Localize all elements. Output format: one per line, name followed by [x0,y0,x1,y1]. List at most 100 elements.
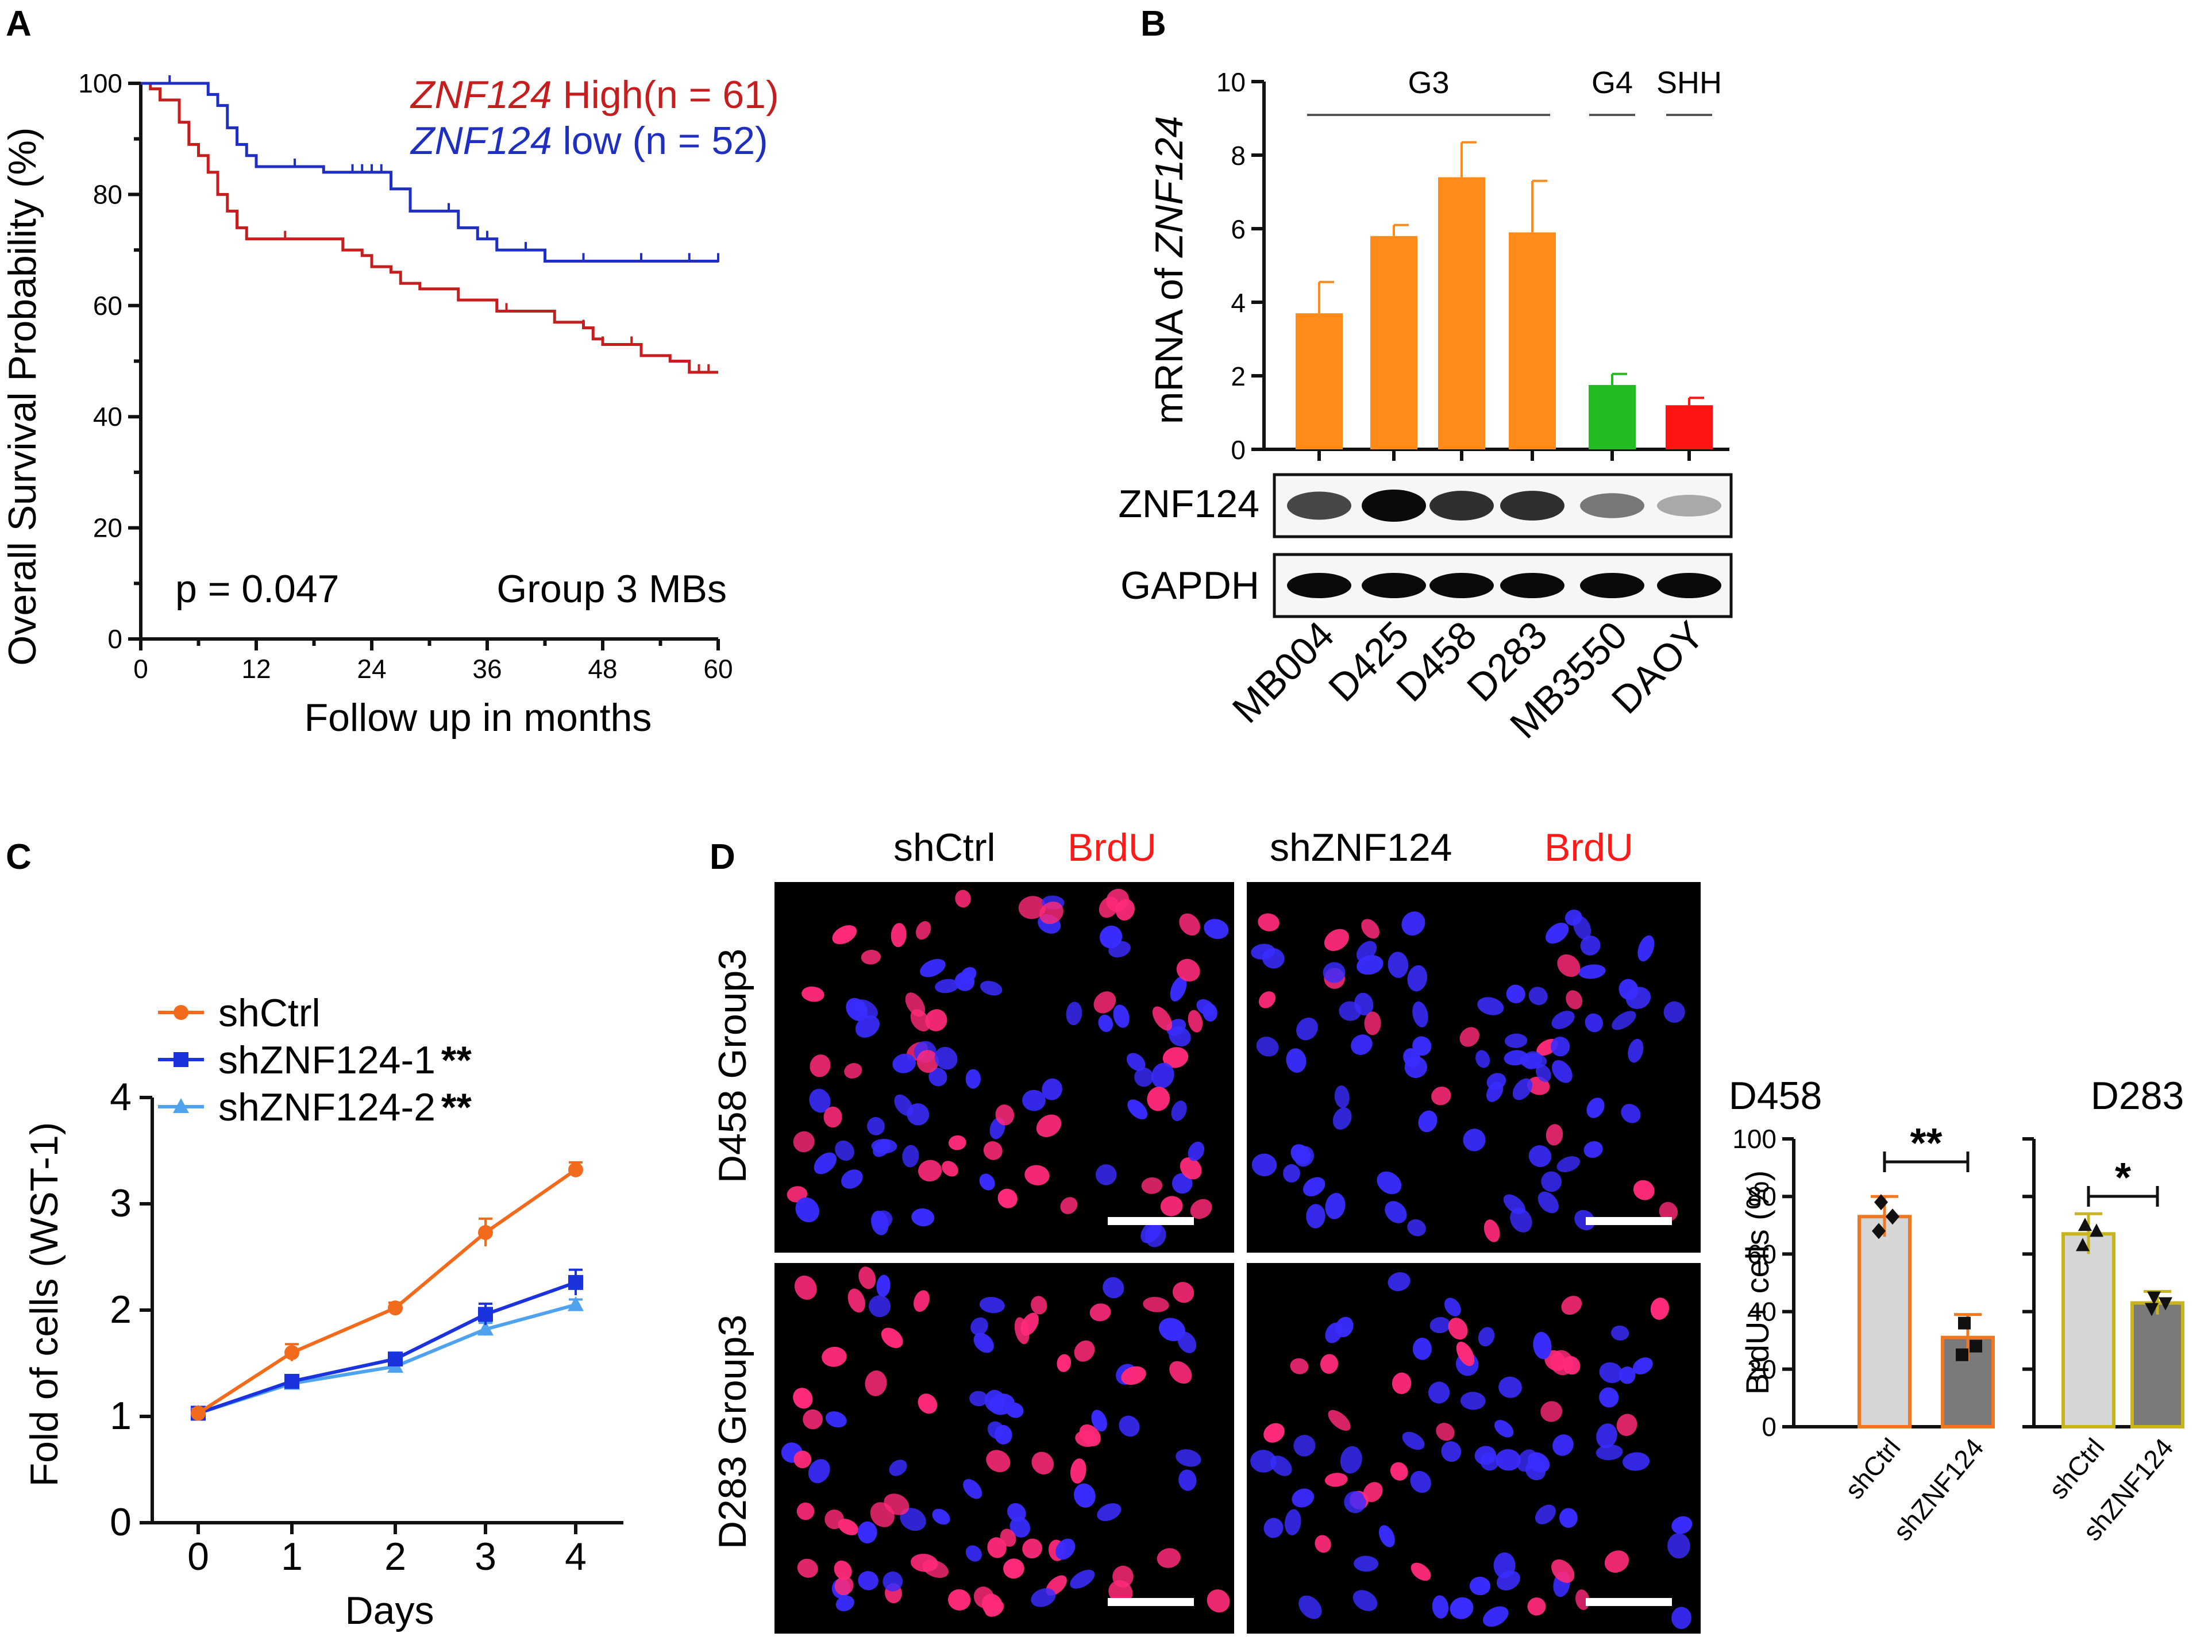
a-xtick-label-24: 24 [357,654,386,684]
c-ytick-label-0: 0 [110,1500,132,1544]
nucleus-3-4 [1483,1606,1509,1627]
a-xtick-label-0: 0 [133,654,148,684]
nucleus-0-15 [948,1135,966,1150]
growth-line-shCtrl [197,1168,577,1415]
nucleus-3-77 [1436,1423,1455,1441]
blot-band-1-2 [1429,573,1494,598]
a-ytick-label-100: 100 [78,68,122,98]
nucleus-3-72 [1552,1434,1574,1456]
a-ytick-label-60: 60 [93,291,122,321]
nucleus-0-18 [844,1063,862,1079]
nucleus-2-42 [808,1459,830,1484]
blot-band-1-4 [1580,573,1644,598]
nucleus-0-73 [1126,1053,1146,1071]
nucleus-0-61 [942,1161,958,1177]
b-ytick-label-6: 6 [1231,214,1246,244]
nucleus-2-50 [1031,1588,1056,1607]
nucleus-0-6 [1036,1114,1062,1137]
nucleus-2-37 [835,1595,854,1612]
nucleus-0-0 [1060,1197,1078,1214]
nucleus-3-55 [1650,1297,1669,1320]
c-xtick-label-4: 4 [565,1535,587,1578]
nucleus-1-16 [1618,979,1639,1000]
nucleus-1-77 [1505,1033,1528,1048]
nucleus-1-60 [1323,962,1346,983]
nucleus-1-6 [1325,1193,1346,1219]
nucleus-2-28 [1022,1538,1042,1559]
b-ytick-label-2: 2 [1231,361,1246,391]
nucleus-1-76 [1486,1081,1504,1102]
nucleus-2-24 [1031,1296,1047,1315]
a-xtick-label-12: 12 [241,654,271,684]
col-stain-brdu-1: BrdU [1068,826,1157,869]
nucleus-0-25 [861,950,881,965]
nucleus-0-79 [1140,1220,1162,1243]
micrograph-d283-shznf124 [1247,1263,1701,1634]
nucleus-3-34 [1667,1533,1690,1559]
bar-D283 [1509,232,1556,449]
nucleus-2-78 [1121,1366,1146,1385]
nucleus-0-87 [1188,1010,1203,1033]
nucleus-0-58 [1176,958,1200,982]
d-pt-D283-shZNF124-1 [2159,1297,2172,1311]
nucleus-2-43 [969,1391,988,1407]
nucleus-0-46 [902,1145,919,1168]
panel-a-ylabel: Overall Survival Probability (%) [1,127,44,665]
bar-title-d283: D283 [2091,1074,2184,1118]
nucleus-0-82 [1113,1004,1130,1028]
nucleus-3-64 [1469,1576,1491,1596]
nucleus-2-82 [948,1589,971,1611]
blot-band-0-5 [1657,495,1721,517]
nucleus-3-48 [1562,1356,1581,1375]
nucleus-0-9 [793,1131,815,1153]
d-bar-ytick-label-40: 40 [1747,1297,1776,1327]
nucleus-2-67 [793,1450,812,1469]
nucleus-3-44 [1611,1325,1629,1341]
nucleus-2-29 [1020,1312,1039,1336]
nucleus-3-21 [1390,1462,1408,1481]
nucleus-2-87 [803,1409,823,1430]
blot-band-0-4 [1580,493,1644,518]
nucleus-1-66 [1351,1034,1373,1055]
d-bar-ytick-label-20: 20 [1747,1354,1776,1384]
legend-marker-shCtrl [174,1005,188,1020]
a-ytick-label-0: 0 [107,624,122,654]
nucleus-1-28 [1537,1191,1559,1214]
nucleus-2-19 [984,1389,1005,1412]
nucleus-2-76 [922,1559,949,1578]
point-shZNF124-1-4 [568,1274,583,1290]
nucleus-3-19 [1429,1317,1451,1334]
nucleus-0-39 [995,1104,1015,1126]
nucleus-0-28 [1171,1173,1193,1194]
legend-high-gene: ZNF124 [410,73,552,117]
nucleus-1-25 [1258,913,1280,931]
nucleus-3-62 [1559,1508,1578,1528]
nucleus-2-74 [884,1493,910,1515]
bar-title-d458: D458 [1729,1074,1822,1118]
nucleus-3-50 [1596,1423,1617,1449]
nucleus-1-58 [1552,1060,1573,1083]
c-ytick-label-3: 3 [110,1181,132,1225]
nucleus-1-30 [1551,1011,1575,1029]
a-ytick-label-40: 40 [93,402,122,432]
nucleus-0-54 [1162,1047,1189,1068]
nucleus-2-62 [824,1509,844,1530]
nucleus-0-85 [1152,1006,1173,1031]
nucleus-3-54 [1671,1607,1691,1629]
nucleus-2-36 [979,1296,1005,1314]
nucleus-2-79 [822,1346,847,1367]
panel-d: D shCtrl BrdU shZNF124 BrdU D458 Group3 … [710,826,2184,1634]
nucleus-3-24 [1412,1338,1432,1360]
nucleus-3-56 [1533,1331,1552,1360]
d-pt-D283-shCtrl-1 [2090,1223,2103,1237]
nucleus-0-30 [823,1106,842,1128]
nucleus-1-69 [1557,954,1581,977]
nucleus-1-29 [1296,1017,1318,1041]
nucleus-2-0 [1074,1483,1096,1508]
blot-label-znf124: ZNF124 [1118,482,1259,526]
nucleus-0-55 [911,1208,935,1227]
blot-label-gapdh: GAPDH [1120,564,1259,607]
nucleus-2-58 [973,1333,994,1353]
nucleus-2-47 [994,1424,1012,1445]
